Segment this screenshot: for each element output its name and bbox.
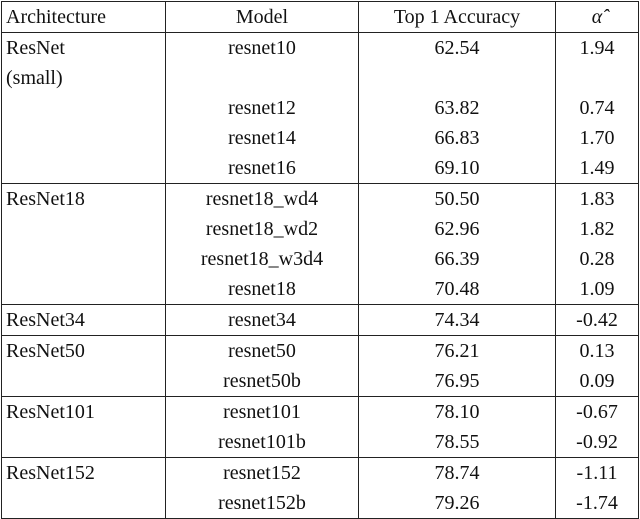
model: resnet152b [165,488,359,519]
row: resnet18 70.48 1.09 [1,274,639,305]
top1-accuracy: 66.83 [358,123,556,153]
model: resnet16 [165,153,359,184]
model: resnet12 [165,93,359,123]
header-cell: Model [165,1,359,33]
alpha: 1.49 [555,153,639,184]
row: ResNet34 resnet34 74.34 -0.42 [1,304,639,336]
row: resnet152b 79.26 -1.74 [1,488,639,519]
row: ResNet50 resnet50 76.21 0.13 [1,335,639,366]
alpha: 1.94 [555,32,639,93]
architecture-cell: ResNet50 [1,335,166,366]
architecture: ResNet50 [6,340,85,362]
model: resnet18_wd2 [165,214,359,244]
top1-accuracy: 76.95 [358,366,556,397]
architecture-cell [1,366,166,397]
top1-accuracy: 62.54 [358,32,556,93]
table-header: Architecture Model Top 1 Accuracy α̂ [1,1,639,33]
alpha: 1.83 [555,183,639,214]
row: resnet101b 78.55 -0.92 [1,427,639,458]
architecture: ResNet34 [6,309,85,331]
row: resnet14 66.83 1.70 [1,123,639,153]
row: resnet12 63.82 0.74 [1,93,639,123]
row: ResNet101 resnet101 78.10 -0.67 [1,396,639,427]
architecture-cell [1,488,166,519]
top1-accuracy: 63.82 [358,93,556,123]
row: resnet50b 76.95 0.09 [1,366,639,397]
alpha: 0.13 [555,335,639,366]
architecture-cell [1,244,166,274]
row: resnet16 69.10 1.49 [1,153,639,184]
top1-accuracy: 70.48 [358,274,556,305]
top1-accuracy: 76.21 [358,335,556,366]
alpha: 1.09 [555,274,639,305]
model: resnet14 [165,123,359,153]
alpha: 1.82 [555,214,639,244]
header-cell: Top 1 Accuracy [358,1,556,33]
architecture: ResNet18 [6,188,85,210]
architecture-cell [1,153,166,184]
alpha: -1.11 [555,457,639,488]
top1-accuracy: 78.55 [358,427,556,458]
model: resnet10 [165,32,359,93]
model: resnet152 [165,457,359,488]
row: resnet18_wd2 62.96 1.82 [1,214,639,244]
top1-accuracy: 62.96 [358,214,556,244]
top1-accuracy: 50.50 [358,183,556,214]
alpha: -0.67 [555,396,639,427]
architecture-cell [1,427,166,458]
architecture-cell: ResNet101 [1,396,166,427]
architecture-cell [1,93,166,123]
model: resnet18_wd4 [165,183,359,214]
architecture: ResNet (small) [6,37,65,89]
model: resnet50 [165,335,359,366]
header-cell: α̂ [555,1,639,33]
model: resnet34 [165,304,359,336]
model: resnet50b [165,366,359,397]
top1-accuracy: 78.74 [358,457,556,488]
alpha: 0.09 [555,366,639,397]
row: ResNet152 resnet152 78.74 -1.11 [1,457,639,488]
alpha: -0.42 [555,304,639,336]
group: ResNet101 resnet101 78.10 -0.67 resnet101b 78… [1,396,639,458]
top1-accuracy: 78.10 [358,396,556,427]
model: resnet101 [165,396,359,427]
top1-accuracy: 66.39 [358,244,556,274]
model: resnet101b [165,427,359,458]
alpha: 0.28 [555,244,639,274]
alpha: -1.74 [555,488,639,519]
top1-accuracy: 79.26 [358,488,556,519]
row: ResNet (small) resnet10 62.54 1.94 [1,32,639,93]
model: resnet18_w3d4 [165,244,359,274]
architecture: ResNet101 [6,401,95,423]
header-cell: Architecture [1,1,166,33]
architecture: ResNet152 [6,462,95,484]
row: resnet18_w3d4 66.39 0.28 [1,244,639,274]
group: ResNet50 resnet50 76.21 0.13 resnet50b 76.95 0… [1,335,639,397]
group: ResNet34 resnet34 74.34 -0.42 [1,304,639,336]
architecture-cell [1,123,166,153]
top1-accuracy: 69.10 [358,153,556,184]
alpha: 0.74 [555,93,639,123]
model: resnet18 [165,274,359,305]
alpha: 1.70 [555,123,639,153]
header-row: Architecture Model Top 1 Accuracy α̂ [1,1,639,33]
group: ResNet (small) resnet10 62.54 1.94 resnet12 6… [1,32,639,184]
architecture-cell: ResNet152 [1,457,166,488]
group: ResNet18 resnet18_wd4 50.50 1.83 resnet18_wd… [1,183,639,305]
architecture-cell [1,274,166,305]
architecture-cell: ResNet (small) [1,32,166,93]
architecture-cell: ResNet18 [1,183,166,214]
alpha: -0.92 [555,427,639,458]
architecture-cell [1,214,166,244]
row: ResNet18 resnet18_wd4 50.50 1.83 [1,183,639,214]
top1-accuracy: 74.34 [358,304,556,336]
group: ResNet152 resnet152 78.74 -1.11 resnet152b 79… [1,457,639,519]
architecture-cell: ResNet34 [1,304,166,336]
